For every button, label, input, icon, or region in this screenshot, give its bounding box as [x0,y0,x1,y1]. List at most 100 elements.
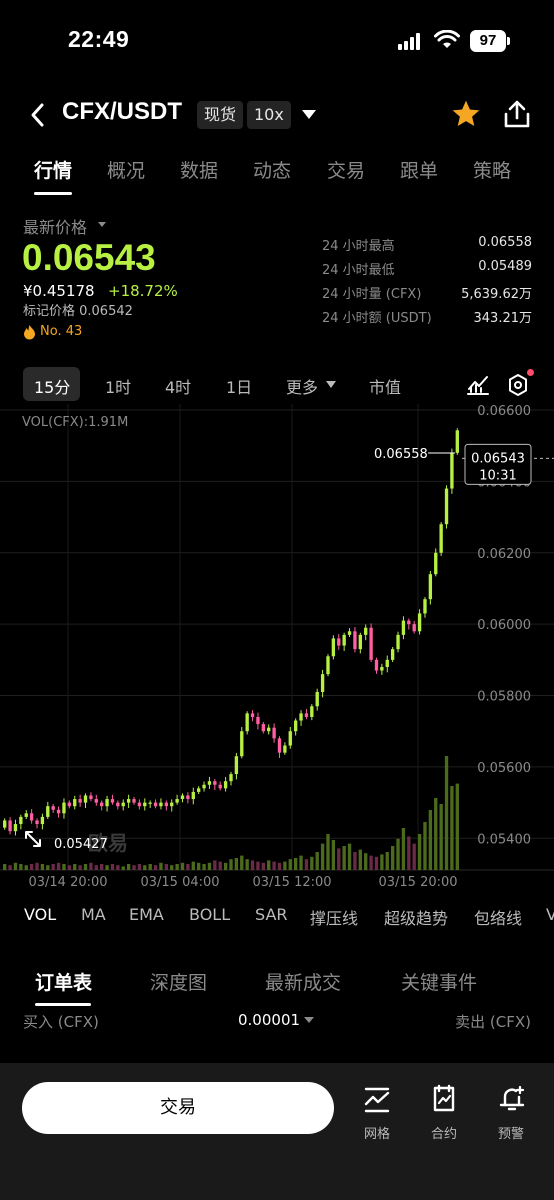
tab-strategy[interactable]: 策略 [473,160,512,182]
timeframe-15m[interactable]: 15分 [34,378,71,397]
candle-body [423,599,427,614]
price-label[interactable]: 最新价格 [23,218,88,237]
candle-body [304,713,309,717]
candle-body [13,824,18,832]
timeframe-market-cap[interactable]: 市值 [369,378,402,397]
chevron-down-icon[interactable] [302,110,316,119]
rank-badge[interactable]: No. 43 [40,324,83,339]
indicator-supertrend[interactable]: 超级趋势 [384,909,449,928]
volume-bar [56,862,61,870]
favorite-star-icon[interactable] [450,98,482,130]
candle-body [110,799,115,803]
candle-body [358,634,362,650]
volume-bar [374,856,379,870]
expand-icon[interactable] [25,831,41,847]
timeframe-4h[interactable]: 4时 [165,378,192,397]
tab-order-book[interactable]: 订单表 [35,972,93,994]
volume-bar [407,836,411,870]
tab-overview[interactable]: 概况 [107,160,146,182]
volume-bar [197,862,201,870]
candle-body [455,430,459,453]
indicator-vol[interactable]: VOL [24,905,57,924]
candle-body [186,795,190,800]
chart-settings-icon[interactable] [507,373,529,397]
tab-market[interactable]: 行情 [34,160,73,182]
candle-body [143,802,147,807]
x-tick-label: 03/15 20:00 [378,875,457,890]
x-tick-label: 03/15 04:00 [140,875,219,890]
indicator-envelope[interactable]: 包络线 [474,909,523,928]
buy-column-header: 买入 (CFX) [23,1013,99,1031]
volume-bar [369,855,373,870]
volume-bar [439,804,443,870]
volume-bar [46,865,50,870]
volume-bar [67,865,72,870]
candle-body [89,795,93,800]
sell-column-header: 卖出 (CFX) [455,1013,531,1031]
tab-depth-chart[interactable]: 深度图 [150,972,208,994]
candle-body [353,631,357,650]
timeframe-1d[interactable]: 1日 [226,378,253,397]
tab-data[interactable]: 数据 [180,160,219,182]
tab-key-events[interactable]: 关键事件 [401,972,478,994]
tab-trade[interactable]: 交易 [327,160,366,182]
volume-bar [73,864,77,870]
volume-bar [385,852,389,870]
countdown-label: 10:31 [479,468,516,483]
candle-body [153,802,158,807]
tab-news[interactable]: 动态 [253,160,292,182]
back-arrow-icon[interactable] [28,102,48,128]
alert-label[interactable]: 预警 [497,1127,524,1142]
flame-icon [24,325,35,340]
grid-bot-icon[interactable] [362,1085,392,1115]
candle-body [218,784,222,789]
y-tick-label: 0.06600 [477,404,531,419]
indicator-chart-icon[interactable] [466,374,490,396]
chevron-down-icon[interactable] [304,1017,314,1023]
indicator-boll[interactable]: BOLL [189,905,231,924]
candle-body [197,788,201,792]
low-marker-label: 0.05427 [54,837,108,852]
tab-latest-trades[interactable]: 最新成交 [265,972,342,994]
chevron-down-icon[interactable] [326,381,336,388]
timeframe-1h[interactable]: 1时 [105,378,132,397]
price-step-select[interactable]: 0.00001 [238,1011,301,1029]
indicator-support-resistance[interactable]: 撑压线 [310,909,359,928]
volume-bar [245,859,249,870]
volume-bar [390,846,395,870]
contract-icon[interactable] [429,1084,459,1114]
volume-bar [364,853,368,870]
indicator-ma[interactable]: MA [81,905,106,924]
volume-bar [310,856,314,870]
volume-bar [116,865,120,870]
volume-bar [148,864,152,870]
candle-body [272,727,276,739]
candle-body [94,799,98,803]
volume-bar [170,865,174,870]
volume-bar [213,860,217,870]
volume-bar [353,852,357,870]
volume-bar [428,810,433,870]
timeframe-more[interactable]: 更多 [286,378,319,397]
indicator-more[interactable]: V [546,905,554,924]
candle-body [369,627,373,660]
tab-copy-trading[interactable]: 跟单 [400,160,439,182]
pair-title[interactable]: CFX/USDT [62,98,182,125]
alert-bell-icon[interactable] [497,1084,527,1114]
candlestick-chart[interactable]: 0.066000.064000.062000.060000.058000.056… [0,404,554,892]
chevron-down-icon[interactable] [98,222,106,227]
volume-bar [304,859,309,870]
volume-bar [417,834,422,870]
candle-body [229,774,233,782]
watermark-text: 欧易 [88,831,128,855]
y-tick-label: 0.05800 [477,690,531,705]
contract-label[interactable]: 合约 [430,1127,457,1142]
grid-label[interactable]: 网格 [363,1127,390,1142]
indicator-ema[interactable]: EMA [129,905,164,924]
share-icon[interactable] [503,99,531,129]
volume-bar [326,834,330,870]
indicator-sar[interactable]: SAR [255,905,288,924]
stat-label-volume: 24 小时量 (CFX) [322,287,422,302]
trade-button[interactable]: 交易 [22,1082,334,1134]
volume-bar [234,858,239,870]
